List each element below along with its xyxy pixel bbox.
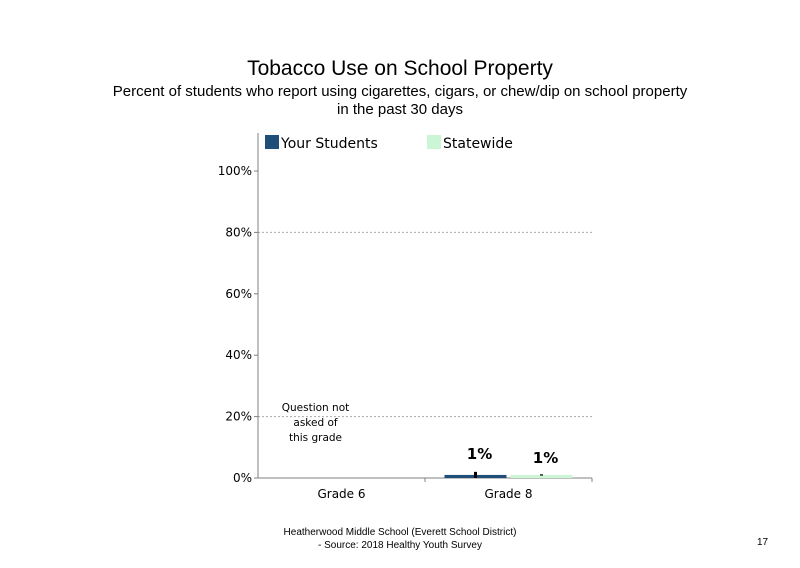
y-tick-label: 0%	[233, 471, 252, 485]
annotation-text: Question not	[282, 402, 350, 414]
subtitle-line-1: Percent of students who report using cig…	[112, 83, 688, 100]
x-category-label: Grade 6	[317, 487, 365, 501]
footer-line-2: - Source: 2018 Healthy Youth Survey	[318, 540, 482, 551]
y-tick-label: 40%	[225, 348, 252, 362]
data-label: 1%	[467, 445, 492, 463]
subtitle-line-2: in the past 30 days	[337, 101, 463, 118]
legend-label: Your Students	[280, 136, 378, 152]
footer-line-1: Heatherwood Middle School (Everett Schoo…	[283, 527, 517, 538]
chart-subtitle: Percent of students who report using cig…	[60, 83, 740, 119]
page-number: 17	[757, 537, 769, 548]
y-tick-label: 80%	[225, 225, 252, 239]
y-tick-label: 100%	[218, 164, 252, 178]
bar	[510, 474, 573, 478]
annotation-text: this grade	[289, 432, 342, 444]
legend-label: Statewide	[443, 136, 513, 152]
footer-source: Heatherwood Middle School (Everett Schoo…	[200, 526, 600, 552]
legend-swatch	[427, 135, 441, 149]
annotation-text: asked of	[293, 417, 337, 429]
legend-swatch	[265, 135, 279, 149]
y-tick-label: 20%	[225, 410, 252, 424]
data-label: 1%	[533, 449, 558, 467]
x-category-label: Grade 8	[484, 487, 532, 501]
y-tick-label: 60%	[225, 287, 252, 301]
chart-title: Tobacco Use on School Property	[247, 57, 553, 80]
